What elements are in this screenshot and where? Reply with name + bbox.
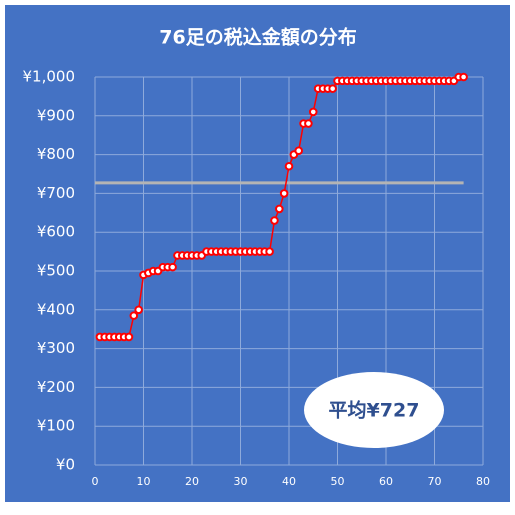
data-point: [284, 161, 294, 171]
y-tick-label: ¥1,000: [23, 68, 76, 86]
data-point: [168, 262, 177, 272]
x-tick-label: 80: [476, 475, 490, 488]
data-point: [328, 84, 337, 93]
y-tick-label: ¥700: [37, 184, 75, 202]
x-tick-label: 30: [234, 475, 248, 488]
y-tick-label: ¥600: [37, 223, 75, 241]
annotation-bubble: [304, 372, 444, 448]
x-tick-label: 10: [137, 475, 151, 488]
annotation-text: 平均¥727: [329, 399, 420, 422]
chart-title: 76足の税込金額の分布: [159, 26, 356, 49]
y-tick-label: ¥500: [37, 262, 75, 280]
y-tick-label: ¥400: [37, 300, 75, 318]
x-tick-label: 60: [379, 475, 393, 488]
data-point: [124, 332, 134, 342]
data-point: [294, 146, 304, 156]
x-tick-label: 0: [92, 475, 99, 488]
data-point: [265, 247, 274, 256]
y-tick-label: ¥300: [37, 339, 75, 357]
x-tick-label: 20: [185, 475, 199, 488]
data-point: [308, 107, 318, 117]
data-point: [270, 216, 279, 225]
data-point: [134, 305, 143, 315]
y-tick-label: ¥100: [37, 417, 75, 435]
data-point: [304, 119, 313, 128]
data-point: [129, 311, 139, 320]
y-tick-label: ¥900: [37, 106, 75, 124]
data-point: [459, 72, 468, 82]
x-tick-label: 70: [428, 475, 442, 488]
data-point: [279, 189, 289, 198]
data-point: [275, 204, 284, 214]
x-tick-label: 40: [282, 475, 296, 488]
y-tick-label: ¥0: [56, 456, 75, 474]
x-tick-label: 50: [331, 475, 345, 488]
y-tick-label: ¥800: [37, 145, 75, 163]
y-tick-label: ¥200: [37, 378, 75, 396]
